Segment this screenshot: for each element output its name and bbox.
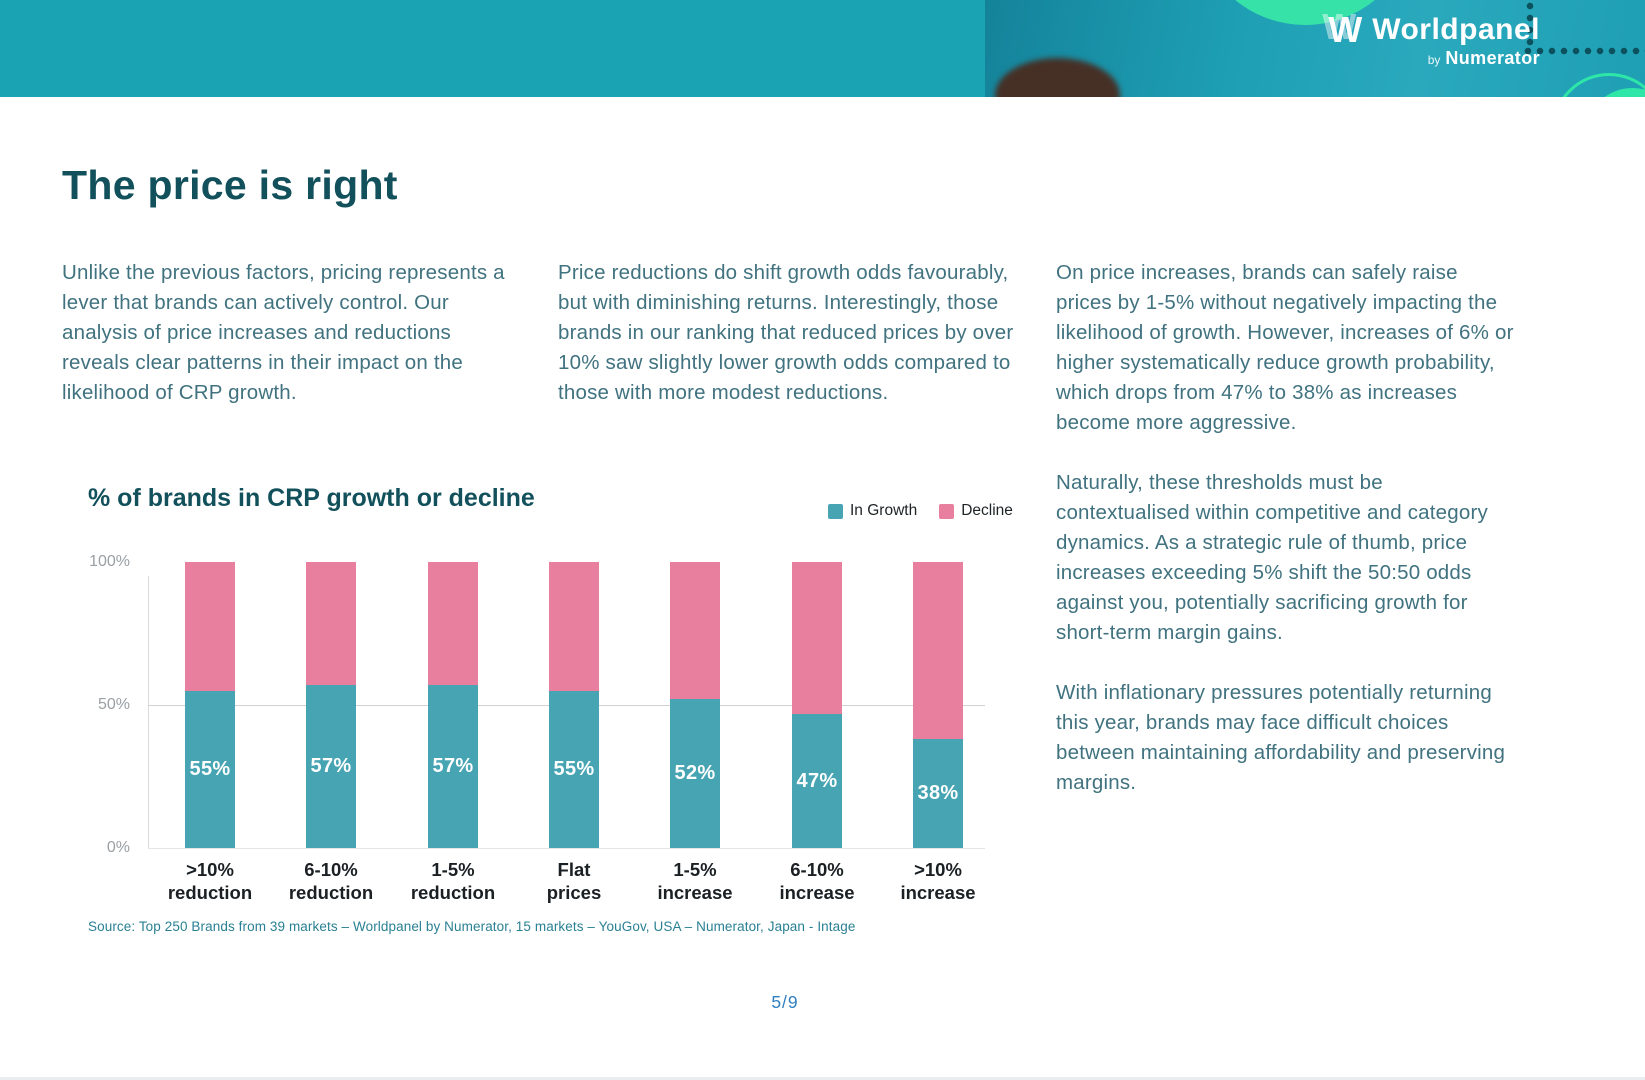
x-axis-category-line: >10% (186, 859, 234, 880)
brand-subname: by Numerator (1427, 48, 1540, 68)
bar-group: 55% (549, 562, 599, 848)
dotted-pattern-horizontal (1522, 44, 1645, 58)
x-axis-category-line: increase (900, 882, 976, 903)
source-note: Source: Top 250 Brands from 39 markets –… (88, 919, 856, 934)
legend-label: Decline (961, 502, 1013, 519)
bar-segment-decline (428, 562, 478, 685)
bar-segment-in-growth: 55% (549, 691, 599, 848)
paragraph: Naturally, these thresholds must be cont… (1056, 471, 1488, 644)
bar-segment-decline (185, 562, 235, 691)
chart-xlabels: >10% reduction 6-10% reduction 1-5% reduction… (148, 858, 985, 908)
bar-segment-in-growth: 38% (913, 739, 963, 848)
x-axis-category-line: >10% (914, 859, 962, 880)
decline-swatch-icon (939, 503, 955, 519)
x-axis-category-label: 1-5% increase (625, 858, 765, 904)
bar-group: 57% (428, 562, 478, 848)
text-column-2: Price reductions do shift growth odds fa… (558, 258, 1026, 408)
page-title: The price is right (62, 162, 398, 208)
legend-item-decline: Decline (939, 502, 1013, 520)
x-axis-category-line: Flat (557, 859, 591, 880)
bar-value-label: 57% (432, 755, 474, 777)
x-axis-category-label: Flat prices (504, 858, 644, 904)
text-column-1: Unlike the previous factors, pricing rep… (62, 258, 514, 408)
bar-segment-in-growth: 57% (428, 685, 478, 848)
paragraph: With inflationary pressures potentially … (1056, 681, 1506, 794)
decorative-circle (1585, 88, 1645, 97)
paragraph: Unlike the previous factors, pricing rep… (62, 261, 505, 404)
x-axis-category-line: 6-10% (304, 859, 358, 880)
bar-value-label: 47% (796, 769, 838, 792)
x-axis-category-line: increase (657, 882, 733, 903)
legend-label: In Growth (850, 502, 918, 519)
bar-value-label: 55% (189, 758, 231, 780)
bar-segment-decline (306, 562, 356, 685)
worldpanel-w-icon: W W (1322, 6, 1363, 50)
y-axis-tick: 0% (106, 839, 130, 856)
paragraph: Price reductions do shift growth odds fa… (558, 261, 1014, 404)
y-axis-tick: 50% (97, 696, 130, 713)
header-band: W W Worldpanel by Numerator (0, 0, 1645, 97)
bar-group: 52% (670, 562, 720, 848)
bar-segment-decline (792, 562, 842, 714)
x-axis-category-label: >10% increase (868, 858, 1008, 904)
bar-segment-in-growth: 55% (185, 691, 235, 848)
chart-legend: In Growth Decline (828, 502, 1040, 520)
brand-name: Worldpanel (1372, 13, 1540, 46)
x-axis-category-line: 1-5% (431, 859, 475, 880)
x-axis-category-line: reduction (410, 882, 496, 903)
text-column-3: On price increases, brands can safely ra… (1056, 258, 1518, 798)
paragraph: On price increases, brands can safely ra… (1056, 261, 1514, 434)
legend-item-in-growth: In Growth (828, 502, 917, 520)
dotted-pattern-vertical (1524, 0, 1536, 46)
bar-group: 47% (792, 562, 842, 848)
chart-plot: 55% 57% 57% 55% 52% 47% 38% (148, 562, 985, 848)
bar-segment-decline (670, 562, 720, 699)
x-axis-category-label: 1-5% reduction (383, 858, 523, 904)
bar-segment-in-growth: 52% (670, 699, 720, 848)
x-axis-category-label: 6-10% increase (747, 858, 887, 904)
page-number: 5/9 (771, 992, 799, 1012)
y-axis-tick: 100% (89, 553, 130, 570)
x-axis-category-line: 1-5% (673, 859, 717, 880)
x-axis-category-line: reduction (167, 882, 253, 903)
bar-group: 55% (185, 562, 235, 848)
bar-value-label: 55% (553, 758, 595, 780)
bar-value-label: 38% (917, 782, 959, 804)
bar-segment-in-growth: 47% (792, 714, 842, 848)
bar-segment-decline (549, 562, 599, 691)
x-axis-category-line: increase (779, 882, 855, 903)
bar-group: 57% (306, 562, 356, 848)
x-axis-category-line: prices (546, 882, 602, 903)
x-axis-category-label: >10% reduction (140, 858, 280, 904)
bottom-strip (0, 1077, 1645, 1080)
x-axis-category-label: 6-10% reduction (261, 858, 401, 904)
bar-segment-in-growth: 57% (306, 685, 356, 848)
in-growth-swatch-icon (828, 503, 843, 519)
x-axis-line (148, 848, 985, 849)
x-axis-category-line: reduction (288, 882, 374, 903)
chart-title: % of brands in CRP growth or decline (88, 484, 535, 512)
bar-value-label: 57% (310, 755, 352, 777)
y-axis-line (148, 576, 149, 848)
worldpanel-logo: W W Worldpanel by Numerator (1322, 6, 1540, 69)
x-axis-category-line: 6-10% (790, 859, 844, 880)
bar-value-label: 52% (674, 762, 716, 784)
bar-segment-decline (913, 562, 963, 739)
bar-group: 38% (913, 562, 963, 848)
